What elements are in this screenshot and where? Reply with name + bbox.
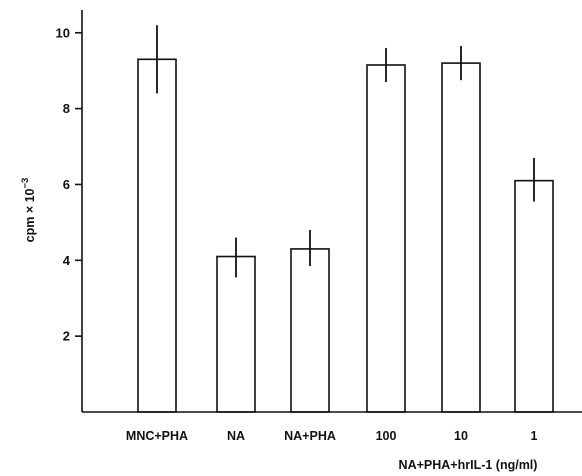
bar: [137, 58, 177, 413]
y-tick-label: 2: [63, 329, 70, 344]
bar: [441, 62, 481, 413]
y-tick-label: 6: [63, 177, 70, 192]
x-category-labels: MNC+PHA NA NA+PHA 100 10 1: [126, 429, 538, 443]
bars-layer: [137, 25, 554, 413]
y-ticks: 2 4 6 8 10: [56, 25, 82, 344]
x-category-label: NA+PHA: [284, 429, 336, 443]
bar: [216, 255, 256, 413]
bar: [366, 64, 406, 413]
x-axis-label: NA+PHA+hrIL-1 (ng/ml): [399, 458, 538, 472]
x-category-label: MNC+PHA: [126, 429, 188, 443]
x-category-label: 10: [454, 429, 468, 443]
x-category-label: NA: [227, 429, 245, 443]
x-category-label: 100: [376, 429, 397, 443]
axes-layer: [81, 10, 582, 413]
y-tick-label: 8: [63, 101, 70, 116]
y-tick-label: 10: [56, 25, 70, 40]
y-axis-label-base: cpm × 10: [23, 188, 37, 242]
y-axis-label: cpm × 10−3: [20, 178, 37, 243]
x-category-label: 1: [531, 429, 538, 443]
bar: [514, 179, 554, 413]
y-tick-label: 4: [63, 253, 71, 268]
bar: [290, 248, 330, 413]
y-axis-label-exponent: −3: [20, 178, 31, 189]
